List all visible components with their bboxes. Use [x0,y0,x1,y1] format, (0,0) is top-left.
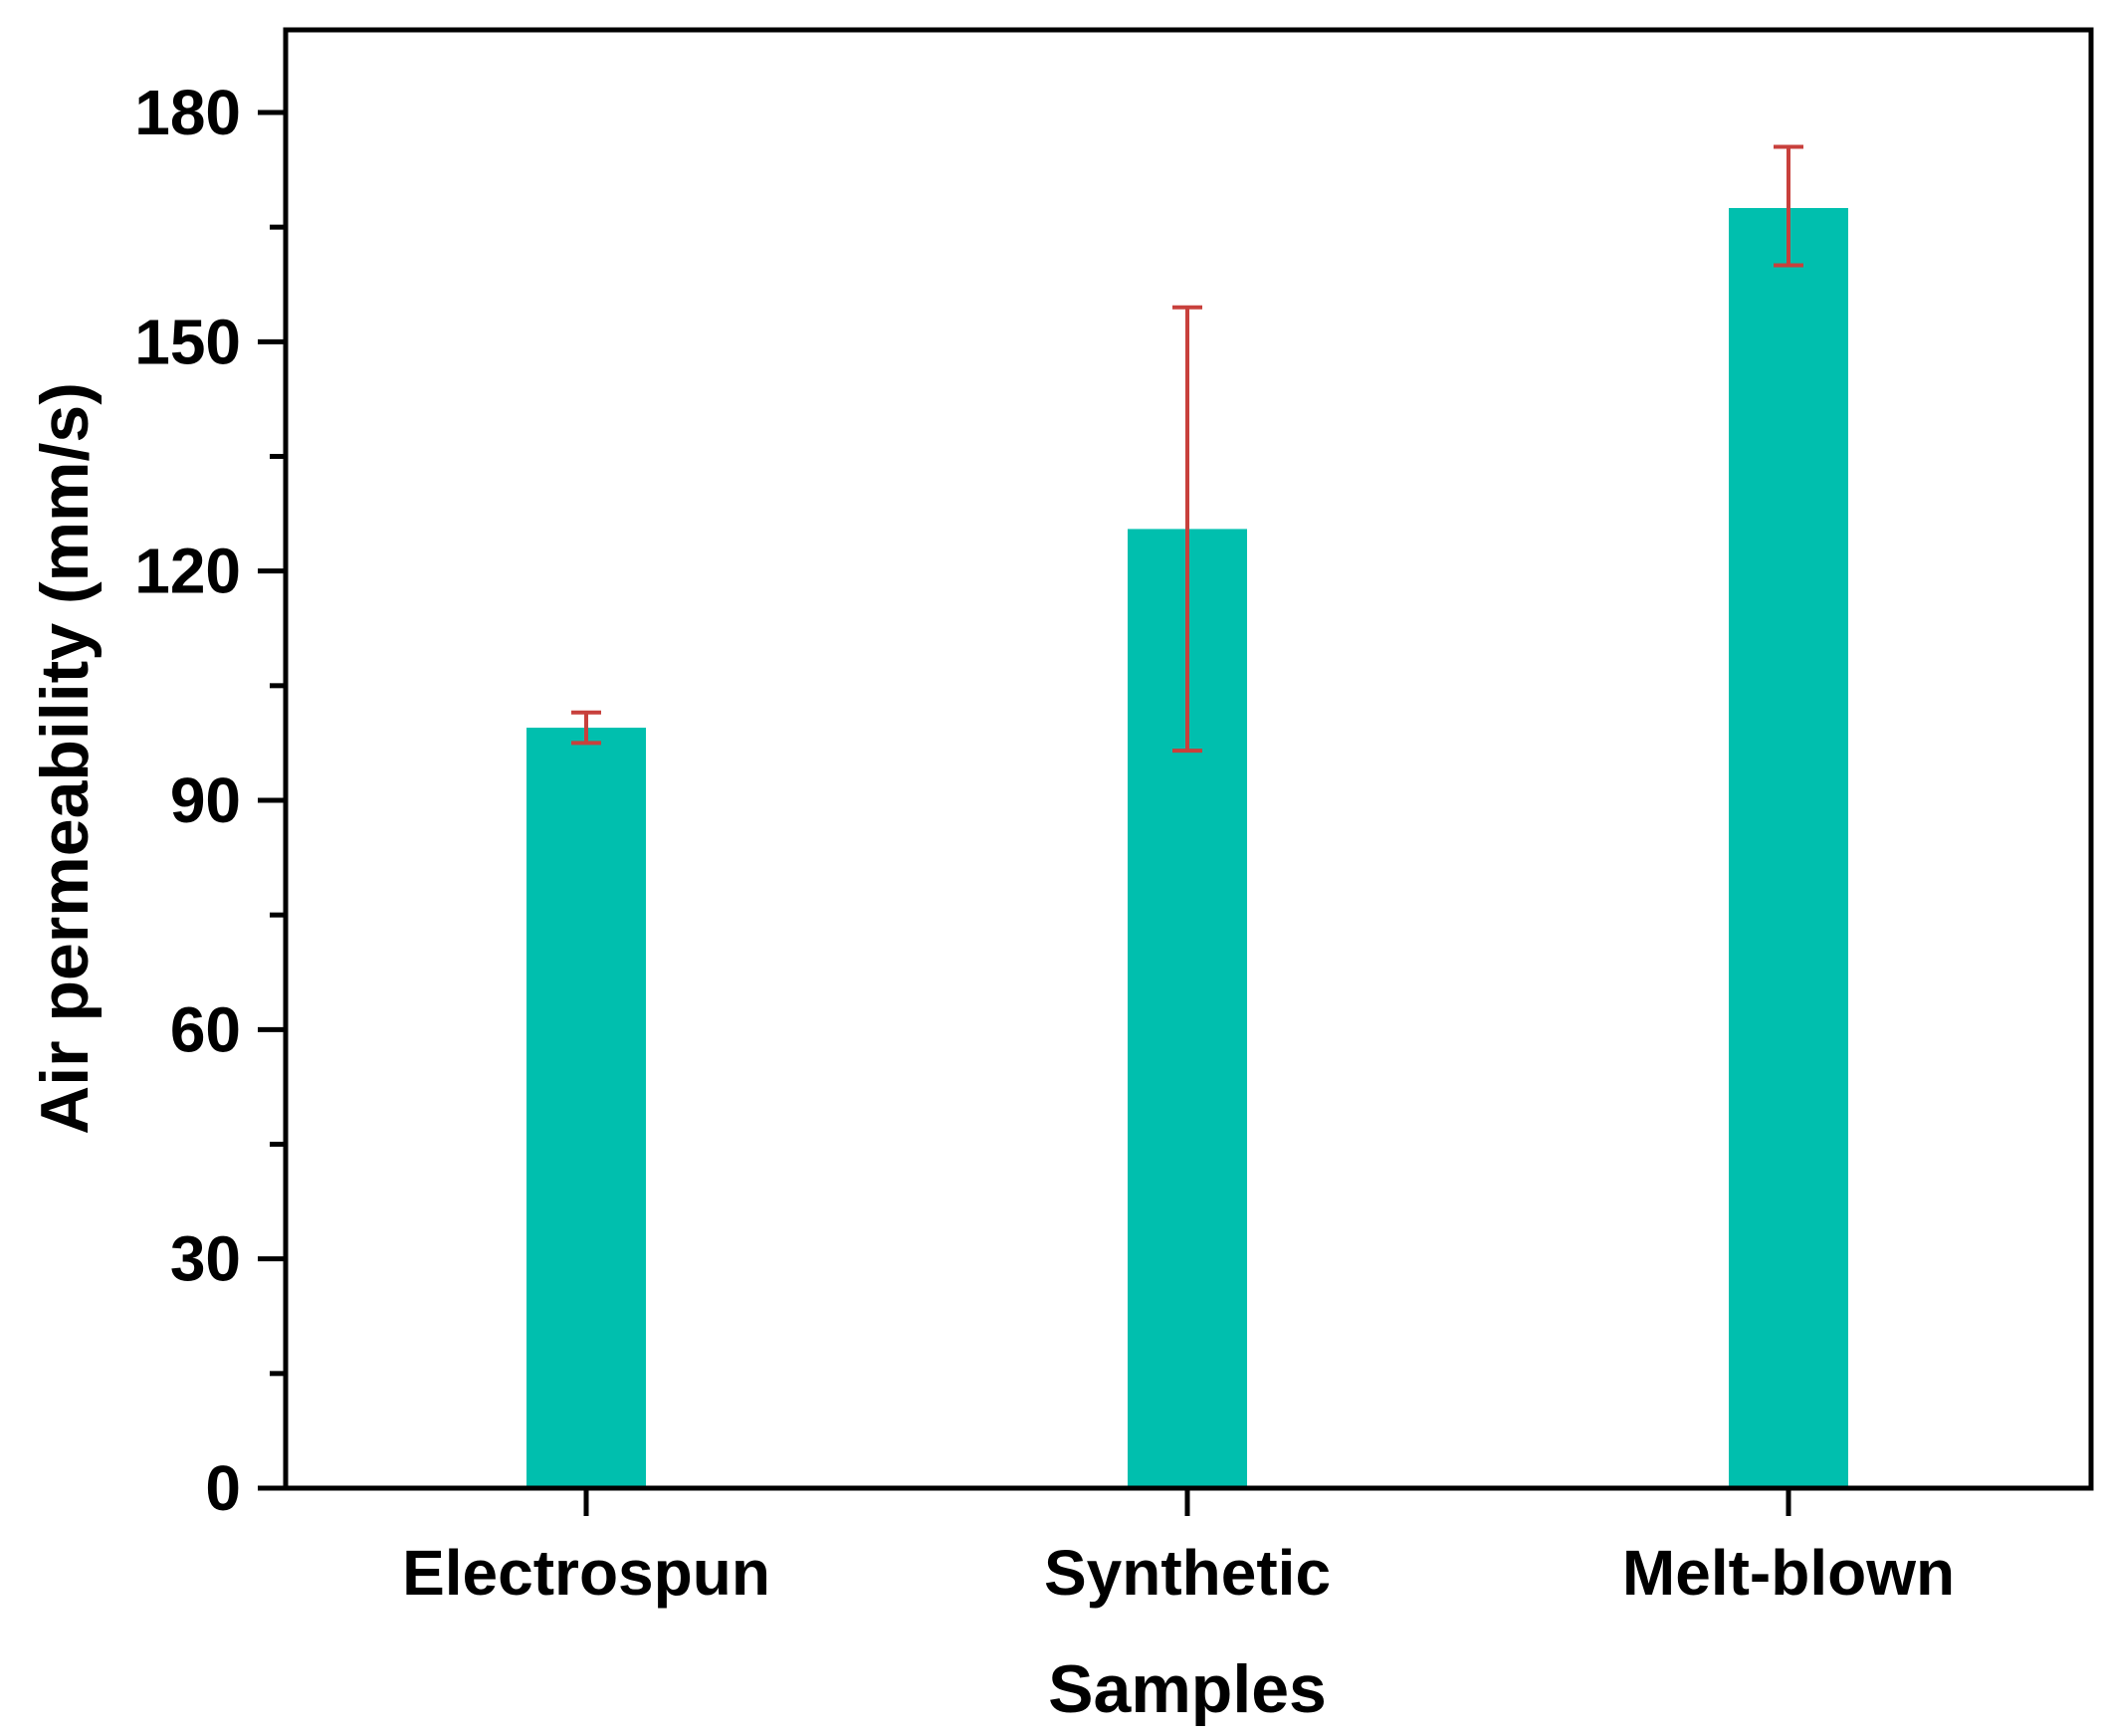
bar-melt-blown [1729,207,1848,1489]
bars-group [526,207,1848,1489]
y-tick-label-180: 180 [134,77,241,148]
y-tick-label-90: 90 [170,764,241,836]
bar-electrospun [526,728,646,1488]
y-tick-label-60: 60 [170,993,241,1065]
y-axis-title: Air permeability (mm/s) [27,382,103,1135]
x-axis-ticks: Electrospun Synthetic Melt-blown [402,1488,1955,1609]
x-tick-label-melt-blown: Melt-blown [1622,1537,1955,1609]
y-tick-label-30: 30 [170,1223,241,1295]
x-tick-label-synthetic: Synthetic [1044,1537,1331,1609]
y-axis-ticks: 0 30 60 90 120 150 180 [134,77,286,1524]
error-bars-group [571,144,1803,754]
y-tick-label-150: 150 [134,306,241,377]
y-tick-label-0: 0 [205,1452,241,1524]
x-axis-title: Samples [1048,1651,1327,1727]
x-tick-label-electrospun: Electrospun [402,1537,770,1609]
y-tick-label-120: 120 [134,536,241,607]
